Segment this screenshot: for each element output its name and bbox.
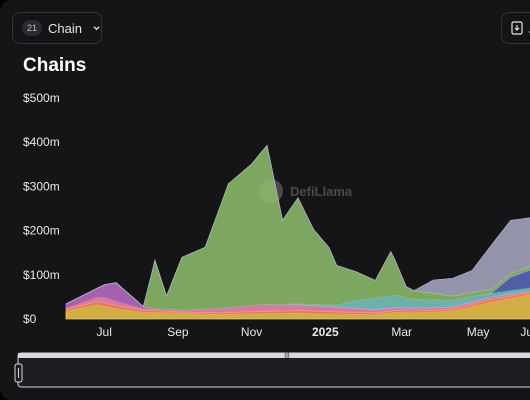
area-series-7 xyxy=(65,144,530,308)
chart-title: Chains xyxy=(23,55,87,76)
x-tick-label: 2025 xyxy=(312,325,339,339)
y-tick-label: $200m xyxy=(23,224,60,238)
y-tick-label: $500m xyxy=(23,91,60,105)
download-icon xyxy=(511,21,523,35)
export-button[interactable]: ↓ xyxy=(501,12,530,44)
y-tick-label: $100m xyxy=(23,268,60,282)
x-tick-label: Jun xyxy=(520,325,530,339)
range-brush[interactable]: ||| xyxy=(14,352,530,388)
chain-count-badge: 21 xyxy=(22,20,42,36)
export-label: ↓ xyxy=(527,21,530,36)
x-tick-label: Mar xyxy=(391,325,412,339)
chevron-down-icon xyxy=(93,26,100,31)
y-tick-label: $0 xyxy=(23,312,37,326)
brush-top-bar[interactable] xyxy=(18,353,530,358)
x-tick-label: Sep xyxy=(167,325,189,339)
brush-grip-icon[interactable]: ||| xyxy=(284,353,290,360)
x-axis: Jul Sep Nov 2025 Mar May Jun xyxy=(97,325,530,339)
x-tick-label: Nov xyxy=(241,325,262,339)
x-tick-label: May xyxy=(467,325,490,339)
watermark-text: DefiLlama xyxy=(290,183,353,199)
brush-window[interactable] xyxy=(17,352,530,388)
y-tick-label: $300m xyxy=(23,179,60,193)
chain-selector-button[interactable]: 21 Chain xyxy=(12,12,102,44)
y-axis: $0 $100m $200m $300m $400m $500m xyxy=(23,91,60,326)
chart-area-group xyxy=(65,144,530,320)
x-tick-label: Jul xyxy=(97,325,112,339)
chain-selector-label: Chain xyxy=(48,20,82,36)
y-tick-label: $400m xyxy=(23,135,60,149)
